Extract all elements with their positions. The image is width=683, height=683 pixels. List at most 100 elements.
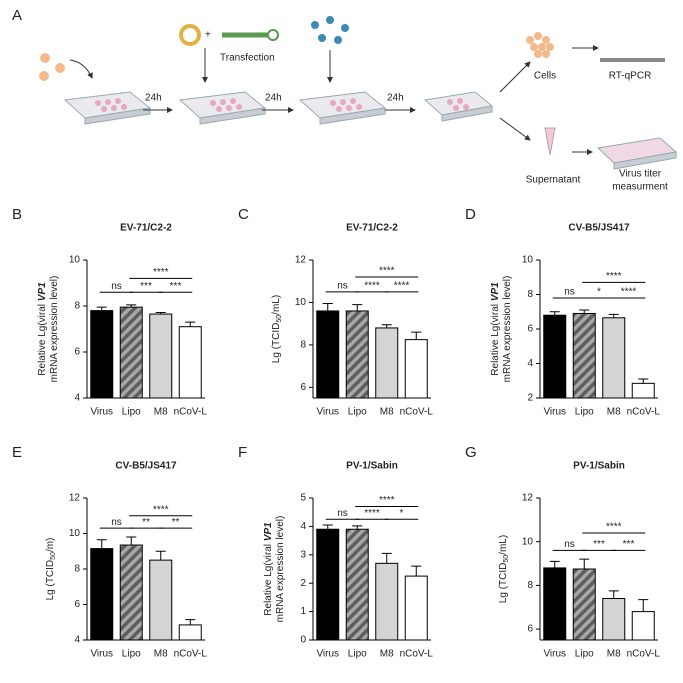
bar — [375, 562, 399, 641]
step-label: 24h — [145, 93, 162, 104]
y-axis-label-part: mRNA expression level) — [502, 276, 513, 383]
error-bar — [322, 524, 333, 530]
bar — [119, 306, 143, 399]
chart-title: PV-1/Sabin — [573, 461, 625, 472]
panel-letter: C — [238, 206, 249, 223]
significance-label: ns — [337, 508, 348, 519]
y-axis-label: mRNA expression level) — [49, 276, 60, 383]
x-tick-label: M8 — [607, 407, 621, 418]
error-bar — [549, 311, 560, 316]
panel-letter: G — [465, 444, 477, 461]
x-tick-label: nCoV-L — [400, 649, 434, 660]
arrows — [69, 45, 599, 155]
bar — [316, 528, 340, 641]
y-axis-label: Lg (TCID50/m) — [45, 538, 57, 601]
error-bar — [96, 306, 107, 311]
y-axis-label-part: Relative Lg(viral — [37, 301, 48, 375]
bar — [178, 624, 202, 641]
y-axis-label-part: 50 — [276, 315, 283, 323]
y-axis-label-part: VP1 — [37, 282, 48, 301]
error-bar — [155, 311, 166, 315]
x-tick-label: Virus — [90, 649, 113, 660]
y-axis-label: Relative Lg(viral VP1 — [37, 282, 48, 376]
bar — [178, 326, 202, 399]
x-tick-label: nCoV-L — [627, 407, 661, 418]
significance-label: **** — [606, 522, 622, 533]
x-tick-label: nCoV-L — [400, 407, 434, 418]
bar — [404, 339, 428, 399]
bar — [631, 611, 655, 641]
bar — [602, 317, 626, 399]
titer-label: Virus titer — [619, 169, 662, 180]
step-label: 24h — [265, 93, 282, 104]
error-bar — [352, 525, 363, 530]
x-tick-label: Lipo — [348, 407, 367, 418]
x-tick-label: nCoV-L — [627, 649, 661, 660]
bar — [543, 567, 567, 641]
y-axis-label: Lg (TCID50/mL) — [498, 535, 510, 603]
bar — [119, 544, 143, 641]
y-axis-label-part: 50 — [50, 552, 57, 560]
y-axis-label-part: mRNA expression level) — [275, 516, 286, 623]
y-tick-label: 4 — [74, 635, 80, 646]
significance-label: **** — [153, 504, 169, 515]
x-tick-label: Lipo — [348, 649, 367, 660]
bar — [90, 548, 114, 641]
y-axis-label-part: VP1 — [490, 282, 501, 301]
significance-label: ** — [142, 517, 150, 528]
significance-label: *** — [140, 281, 152, 292]
virus-icons — [311, 16, 349, 44]
bar — [543, 314, 567, 399]
error-bar — [579, 558, 590, 569]
bar — [90, 310, 114, 399]
significance-label: ns — [111, 281, 122, 292]
y-tick-label: 6 — [527, 624, 533, 635]
x-tick-label: nCoV-L — [174, 649, 208, 660]
bar — [572, 568, 596, 641]
y-tick-label: 4 — [300, 521, 306, 532]
supernatant-label: Supernatant — [526, 175, 581, 186]
error-bar — [381, 324, 392, 328]
significance-label: ns — [564, 287, 575, 298]
bar — [149, 559, 173, 641]
error-bar — [411, 331, 422, 340]
chart-title: EV-71/C2-2 — [120, 223, 172, 234]
chart-title: PV-1/Sabin — [346, 461, 398, 472]
y-axis-label-part: Lg (TCID — [498, 563, 509, 604]
y-tick-label: 6 — [527, 324, 533, 335]
x-tick-label: Virus — [543, 649, 566, 660]
significance-label: ns — [564, 539, 575, 550]
x-tick-label: Virus — [316, 407, 339, 418]
significance-label: **** — [606, 271, 622, 282]
significance-label: * — [400, 508, 404, 519]
bar — [631, 382, 655, 399]
bar — [602, 597, 626, 641]
panel-letter: A — [12, 7, 22, 24]
bar — [345, 528, 369, 641]
y-axis-label-part: /m) — [45, 538, 56, 552]
y-axis-label-part: Lg (TCID — [45, 560, 56, 601]
significance-label: * — [597, 287, 601, 298]
x-tick-label: M8 — [380, 649, 394, 660]
error-bar — [549, 560, 560, 568]
significance-label: *** — [623, 539, 635, 550]
y-tick-label: 1 — [300, 606, 306, 617]
y-axis-label-part: Relative Lg(viral — [263, 541, 274, 615]
significance-label: **** — [394, 280, 410, 291]
cells-label: Cells — [534, 71, 556, 82]
y-tick-label: 6 — [74, 599, 80, 610]
y-tick-label: 8 — [300, 340, 306, 351]
significance-label: **** — [153, 267, 169, 278]
error-bar — [155, 550, 166, 561]
y-tick-label: 6 — [300, 382, 306, 393]
y-axis-label-part: 50 — [503, 555, 510, 563]
y-axis-label-part: Relative Lg(viral — [490, 301, 501, 375]
y-tick-label: 0 — [300, 635, 306, 646]
significance-label: *** — [170, 281, 182, 292]
rtqpcr-label: RT-qPCR — [609, 71, 652, 82]
x-tick-label: Lipo — [575, 407, 594, 418]
y-tick-label: 10 — [522, 536, 534, 547]
significance-label: **** — [364, 280, 380, 291]
significance-label: ** — [172, 517, 180, 528]
y-tick-label: 10 — [69, 528, 81, 539]
